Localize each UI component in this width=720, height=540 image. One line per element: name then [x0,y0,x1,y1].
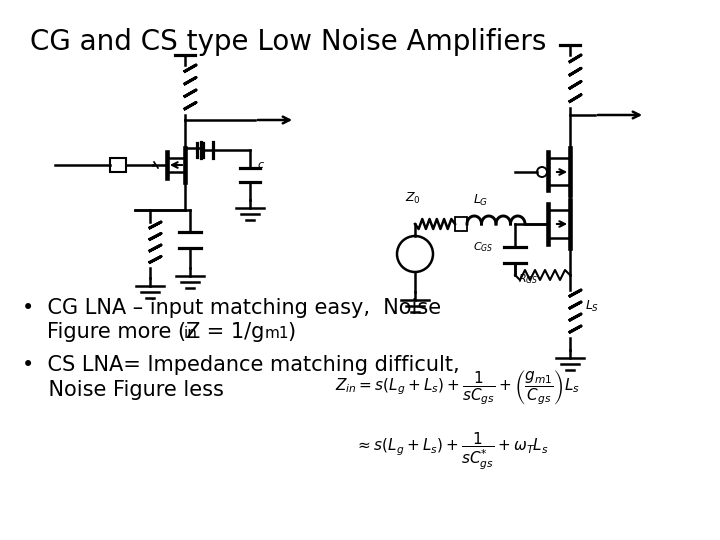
Text: $L_S$: $L_S$ [585,299,599,314]
Text: c: c [257,160,263,170]
Bar [455,217,467,231]
Text: CG and CS type Low Noise Amplifiers: CG and CS type Low Noise Amplifiers [30,28,546,56]
Text: = 1/g: = 1/g [200,322,264,342]
Text: •  CS LNA= Impedance matching difficult,: • CS LNA= Impedance matching difficult, [22,355,459,375]
Text: $L_G$: $L_G$ [473,193,488,208]
Text: $Z_0$: $Z_0$ [405,191,421,206]
Text: $R_{GS}$: $R_{GS}$ [518,272,539,286]
Bar [110,158,126,172]
Text: ): ) [287,322,295,342]
Text: $\approx s(L_g + L_s) + \dfrac{1}{sC_{gs}^{*}} + \omega_T L_s$: $\approx s(L_g + L_s) + \dfrac{1}{sC_{gs… [355,430,549,472]
Text: m1: m1 [265,326,289,341]
Text: $C_{GS}$: $C_{GS}$ [473,240,493,254]
Text: Noise Figure less: Noise Figure less [22,380,224,400]
Text: $Z_{in} = s(L_g + L_s) + \dfrac{1}{sC_{gs}} + \left(\dfrac{g_{m1}}{C_{gs}}\right: $Z_{in} = s(L_g + L_s) + \dfrac{1}{sC_{g… [335,368,580,407]
Text: Figure more (Z: Figure more (Z [47,322,200,342]
Text: in: in [184,326,198,341]
Text: •  CG LNA – input matching easy,  Noise: • CG LNA – input matching easy, Noise [22,298,441,318]
